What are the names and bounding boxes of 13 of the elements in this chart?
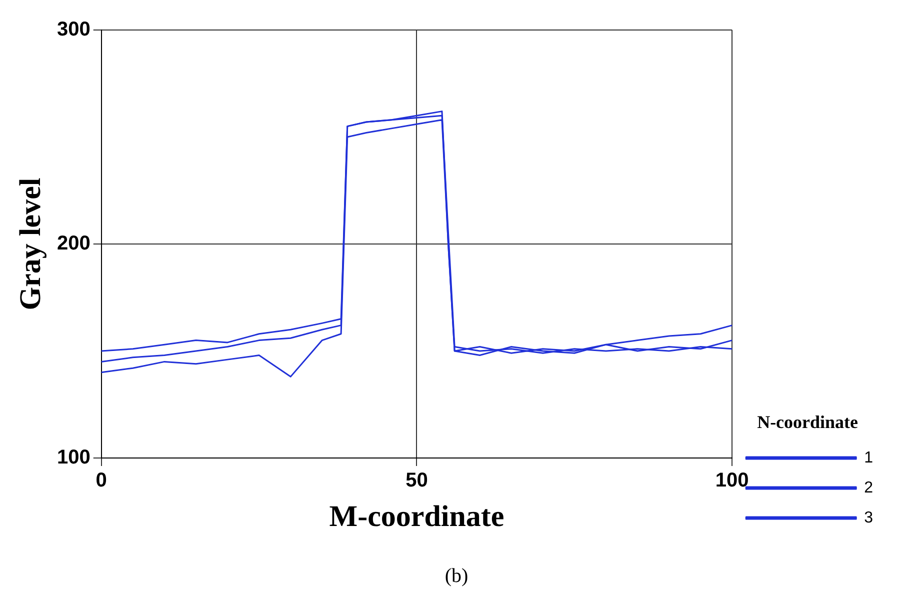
y-tick-label: 300 bbox=[56, 18, 90, 41]
text: (b) bbox=[444, 565, 470, 588]
x-axis-title: M-coordinate bbox=[329, 500, 504, 533]
legend-title: N-coordinate bbox=[757, 412, 858, 432]
text: 3 bbox=[864, 509, 874, 526]
x-tick-label: 100 bbox=[715, 470, 749, 492]
y-tick-label: 100 bbox=[56, 446, 90, 469]
text: 1 bbox=[864, 449, 874, 466]
y-axis-title: Gray level bbox=[14, 178, 47, 310]
x-tick-label: 0 bbox=[96, 470, 107, 492]
x-tick-label: 50 bbox=[406, 470, 428, 492]
text: 2 bbox=[864, 479, 874, 496]
y-tick-label: 200 bbox=[56, 232, 90, 255]
